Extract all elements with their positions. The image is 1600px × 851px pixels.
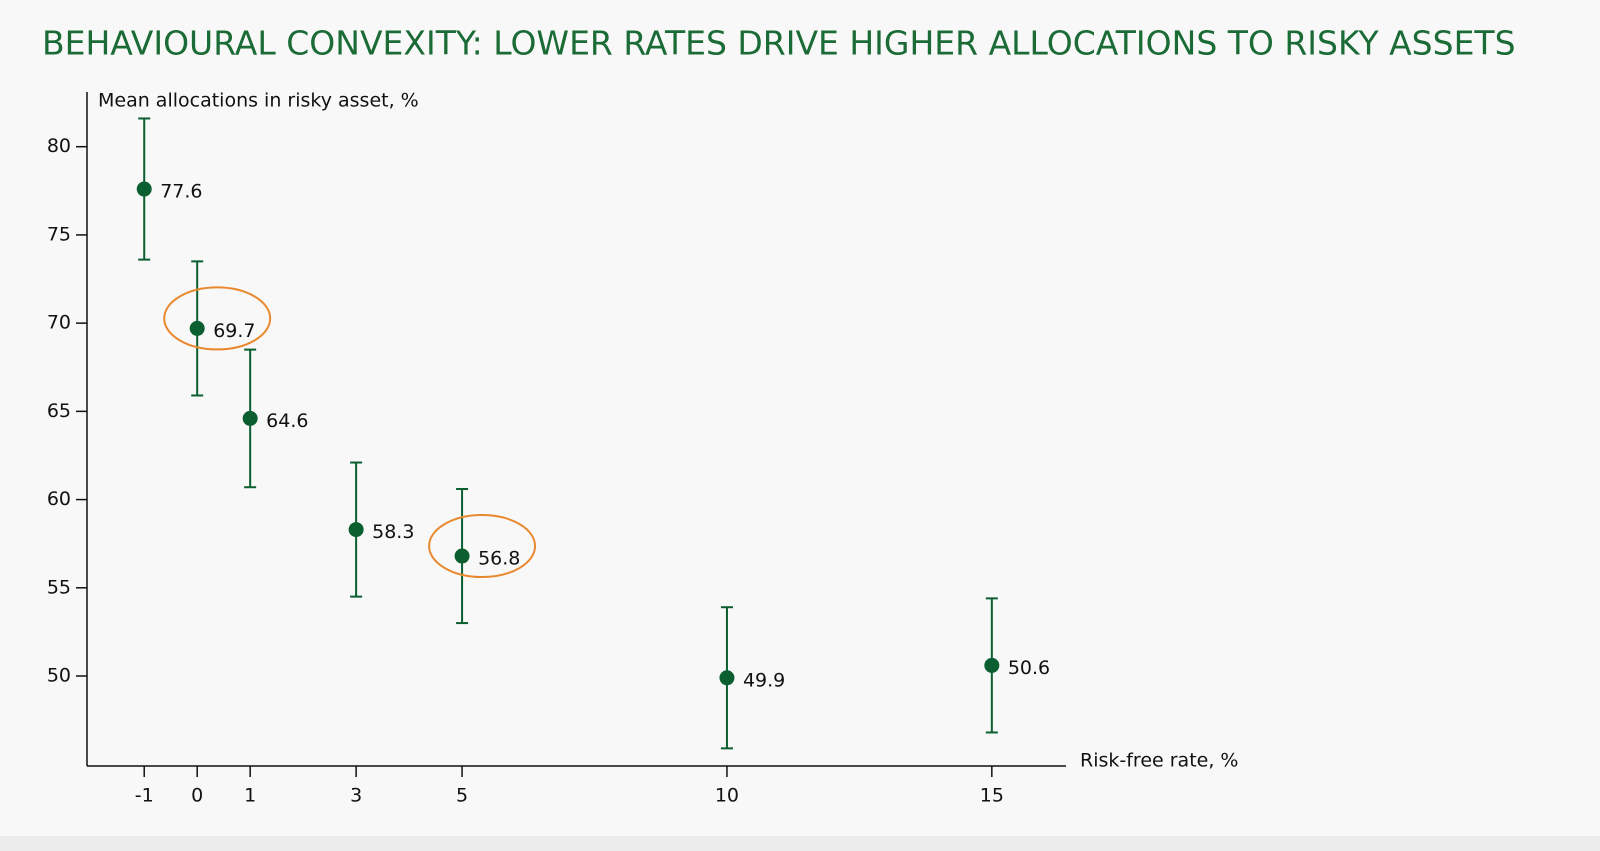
y-tick-label: 60 <box>47 488 71 510</box>
point <box>348 522 364 538</box>
point <box>189 320 205 336</box>
y-tick-label: 75 <box>47 223 71 245</box>
point <box>136 181 152 197</box>
data-label: 58.3 <box>372 521 414 543</box>
x-tick-label: 0 <box>191 785 203 807</box>
y-tick-label: 80 <box>47 135 71 157</box>
x-tick-label: 3 <box>350 785 362 807</box>
y-tick-label: 50 <box>47 665 71 687</box>
data-label: 64.6 <box>266 410 308 432</box>
highlight-ring <box>428 514 537 579</box>
y-tick-label: 55 <box>47 576 71 598</box>
point <box>719 670 735 686</box>
y-tick-label: 70 <box>47 312 71 334</box>
data-label: 50.6 <box>1008 657 1050 679</box>
x-axis-label: Risk-free rate, % <box>1080 750 1238 772</box>
x-tick-label: -1 <box>135 785 154 807</box>
x-tick-label: 1 <box>244 785 256 807</box>
data-label: 69.7 <box>213 320 255 342</box>
x-tick-label: 10 <box>715 785 739 807</box>
point <box>242 410 258 426</box>
point <box>984 657 1000 673</box>
y-tick-label: 65 <box>47 400 71 422</box>
data-label: 56.8 <box>478 548 520 570</box>
chart-title: BEHAVIOURAL CONVEXITY: LOWER RATES DRIVE… <box>42 24 1516 63</box>
x-tick-label: 5 <box>456 785 468 807</box>
data-label: 77.6 <box>160 181 202 203</box>
point <box>454 548 470 564</box>
data-label: 49.9 <box>743 669 785 691</box>
x-tick-label: 15 <box>980 785 1004 807</box>
y-axis-label: Mean allocations in risky asset, % <box>98 90 419 112</box>
highlight-ring <box>163 286 272 351</box>
